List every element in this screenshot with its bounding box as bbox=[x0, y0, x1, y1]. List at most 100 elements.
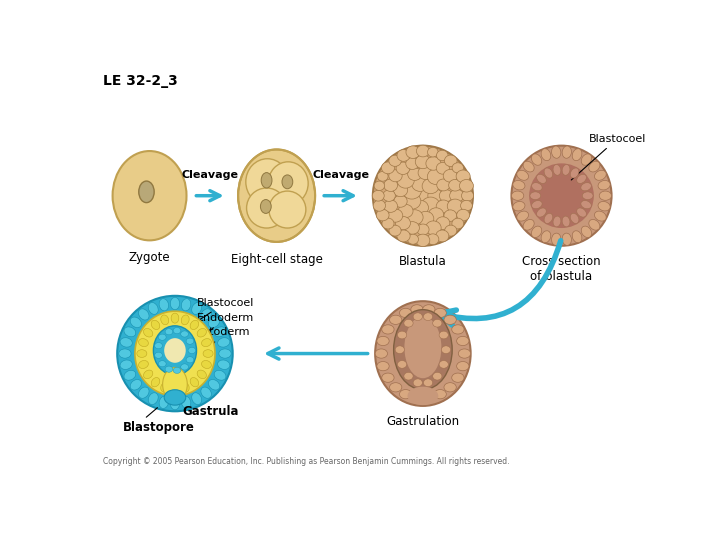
Ellipse shape bbox=[598, 201, 610, 211]
Ellipse shape bbox=[437, 179, 450, 191]
Ellipse shape bbox=[372, 190, 384, 201]
Ellipse shape bbox=[402, 181, 421, 199]
Ellipse shape bbox=[421, 197, 440, 214]
Ellipse shape bbox=[390, 315, 402, 325]
Ellipse shape bbox=[449, 179, 462, 191]
Ellipse shape bbox=[395, 217, 410, 230]
Ellipse shape bbox=[159, 396, 168, 408]
Ellipse shape bbox=[433, 319, 442, 327]
Ellipse shape bbox=[452, 163, 464, 173]
Ellipse shape bbox=[397, 331, 407, 339]
Ellipse shape bbox=[396, 162, 410, 174]
Ellipse shape bbox=[589, 219, 600, 230]
Ellipse shape bbox=[444, 210, 456, 221]
Ellipse shape bbox=[161, 382, 168, 392]
Ellipse shape bbox=[513, 201, 525, 211]
Ellipse shape bbox=[428, 208, 444, 221]
Ellipse shape bbox=[570, 168, 579, 178]
Ellipse shape bbox=[161, 315, 168, 325]
Ellipse shape bbox=[553, 216, 561, 227]
Ellipse shape bbox=[517, 211, 528, 221]
Ellipse shape bbox=[171, 298, 179, 309]
Ellipse shape bbox=[197, 370, 207, 379]
Ellipse shape bbox=[201, 309, 212, 320]
Ellipse shape bbox=[447, 199, 463, 213]
Ellipse shape bbox=[595, 170, 606, 180]
Ellipse shape bbox=[531, 154, 541, 165]
Ellipse shape bbox=[412, 200, 428, 215]
Ellipse shape bbox=[190, 377, 199, 387]
Ellipse shape bbox=[444, 315, 456, 325]
Ellipse shape bbox=[398, 204, 413, 218]
Ellipse shape bbox=[413, 313, 423, 321]
Text: Blastocoel: Blastocoel bbox=[188, 298, 254, 327]
Ellipse shape bbox=[552, 146, 561, 158]
Ellipse shape bbox=[562, 146, 572, 158]
Text: Gastrulation: Gastrulation bbox=[387, 415, 459, 428]
Ellipse shape bbox=[155, 352, 163, 359]
Ellipse shape bbox=[570, 213, 579, 224]
Ellipse shape bbox=[158, 361, 166, 367]
Ellipse shape bbox=[397, 150, 410, 161]
Ellipse shape bbox=[436, 163, 449, 174]
Ellipse shape bbox=[171, 313, 179, 323]
Ellipse shape bbox=[164, 390, 186, 405]
Ellipse shape bbox=[441, 346, 451, 354]
Ellipse shape bbox=[159, 299, 168, 311]
Ellipse shape bbox=[124, 370, 136, 380]
Ellipse shape bbox=[377, 361, 390, 371]
Text: Cleavage: Cleavage bbox=[312, 170, 369, 180]
Ellipse shape bbox=[427, 234, 438, 245]
Ellipse shape bbox=[444, 383, 456, 392]
Ellipse shape bbox=[562, 165, 570, 176]
Ellipse shape bbox=[171, 384, 179, 394]
Ellipse shape bbox=[436, 217, 450, 230]
Ellipse shape bbox=[209, 380, 220, 390]
Ellipse shape bbox=[138, 309, 149, 320]
Ellipse shape bbox=[413, 379, 423, 387]
Text: Blastocoel: Blastocoel bbox=[571, 134, 646, 180]
Ellipse shape bbox=[395, 346, 405, 354]
Ellipse shape bbox=[188, 347, 196, 354]
Ellipse shape bbox=[186, 338, 194, 344]
Text: Eight-cell stage: Eight-cell stage bbox=[230, 253, 323, 266]
Text: Copyright © 2005 Pearson Education, Inc. Publishing as Pearson Benjamin Cummings: Copyright © 2005 Pearson Education, Inc.… bbox=[102, 457, 509, 467]
Ellipse shape bbox=[445, 225, 456, 236]
Ellipse shape bbox=[582, 192, 593, 200]
Text: Gastrula: Gastrula bbox=[170, 402, 239, 418]
Ellipse shape bbox=[589, 161, 600, 172]
Ellipse shape bbox=[444, 170, 457, 182]
Ellipse shape bbox=[581, 226, 592, 238]
Ellipse shape bbox=[181, 396, 191, 408]
Ellipse shape bbox=[377, 172, 388, 181]
Ellipse shape bbox=[203, 350, 213, 357]
Ellipse shape bbox=[377, 336, 390, 346]
Ellipse shape bbox=[197, 328, 207, 337]
Ellipse shape bbox=[416, 234, 430, 247]
Ellipse shape bbox=[572, 148, 582, 161]
Ellipse shape bbox=[130, 380, 141, 390]
Ellipse shape bbox=[456, 361, 469, 371]
Ellipse shape bbox=[439, 331, 449, 339]
Ellipse shape bbox=[155, 342, 163, 349]
Circle shape bbox=[117, 296, 233, 411]
Ellipse shape bbox=[418, 211, 433, 226]
Ellipse shape bbox=[389, 155, 401, 166]
Ellipse shape bbox=[536, 208, 546, 217]
Ellipse shape bbox=[544, 213, 553, 224]
Ellipse shape bbox=[444, 155, 457, 166]
Ellipse shape bbox=[214, 370, 226, 380]
Ellipse shape bbox=[411, 393, 423, 402]
Ellipse shape bbox=[219, 349, 231, 358]
Ellipse shape bbox=[394, 309, 452, 390]
Ellipse shape bbox=[415, 155, 431, 168]
Text: Blastopore: Blastopore bbox=[122, 421, 194, 434]
Ellipse shape bbox=[190, 320, 199, 329]
Ellipse shape bbox=[164, 338, 186, 363]
Ellipse shape bbox=[382, 373, 394, 382]
Ellipse shape bbox=[268, 162, 308, 205]
Ellipse shape bbox=[135, 311, 215, 396]
Ellipse shape bbox=[373, 200, 386, 211]
Ellipse shape bbox=[404, 319, 413, 327]
Ellipse shape bbox=[192, 393, 202, 404]
